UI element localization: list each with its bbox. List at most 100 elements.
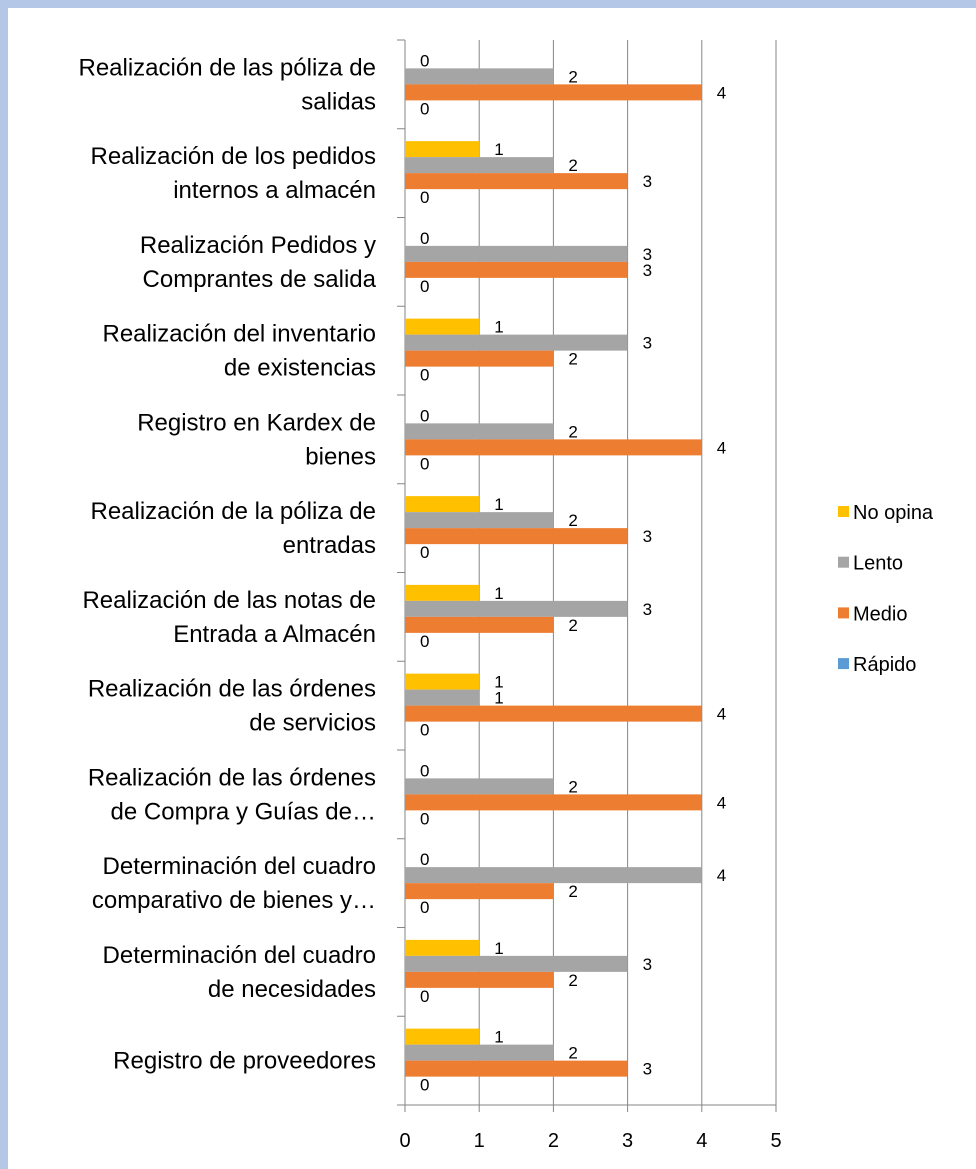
legend-label: Lento [853,553,903,575]
bar [405,600,628,617]
data-label: 3 [643,955,652,974]
category-line: comparativo de bienes y… [92,887,376,914]
data-label: 3 [643,245,652,264]
category-line: Realización de las órdenes [88,764,376,791]
bar [405,350,554,367]
data-label: 0 [420,406,429,425]
data-label: 1 [494,939,503,958]
data-label: 3 [643,172,652,191]
bar [405,794,702,811]
data-label: 4 [717,438,726,457]
bar [405,496,480,513]
data-label: 0 [420,543,429,562]
data-label: 4 [717,705,726,724]
data-label: 1 [494,673,503,692]
data-label: 1 [494,584,503,603]
data-label: 1 [494,1028,503,1047]
bar [405,689,480,706]
x-tick-label: 2 [548,1130,559,1152]
bar [405,334,628,351]
category-line: Realización del inventario [103,321,377,348]
legend-swatch [838,658,849,670]
category-line: Realización de la póliza de [90,498,376,525]
bar [405,705,702,722]
data-label: 1 [494,689,503,708]
bar [405,939,480,956]
category-line: Registro de proveedores [113,1048,376,1075]
category-line: internos a almacén [173,177,376,204]
x-tick-label: 4 [696,1130,707,1152]
data-label: 0 [420,454,429,473]
category-line: Determinación del cuadro [103,942,376,969]
legend-swatch [838,607,849,619]
bar [405,439,702,456]
category-line: de necesidades [208,976,376,1003]
data-label: 1 [494,495,503,514]
bar [405,173,628,190]
data-label: 2 [568,67,577,86]
category-line: de existencias [224,355,376,382]
bar [405,245,628,262]
bar [405,867,702,884]
bar [405,1044,554,1061]
bar [405,1060,628,1077]
category-label: Registro de proveedores [113,1048,376,1075]
category-label: Realización de los pedidos internos a alm… [90,143,376,204]
category-label: Realización de la póliza de entradas [90,498,376,559]
data-label: 0 [420,761,429,780]
bar [405,84,702,101]
bar [405,883,554,900]
data-label: 1 [494,140,503,159]
data-label: 0 [420,898,429,917]
data-label: 0 [420,632,429,651]
category-label: Realización Pedidos y Comprantes de salid… [140,232,377,293]
category-line: Realización Pedidos y [140,232,376,259]
category-label: Registro en Kardex de bienes [137,409,376,470]
category-line: de Compra y Guías de… [111,798,376,825]
legend-swatch [838,556,849,568]
category-label: Determinación del cuadro comparativo de b… [92,853,376,914]
data-label: 2 [568,616,577,635]
bar [405,673,480,690]
bar [405,778,554,795]
data-label: 3 [643,1060,652,1079]
legend-label: Rápido [853,654,916,676]
x-tick-label: 5 [770,1130,781,1152]
data-label: 2 [568,1044,577,1063]
data-label: 0 [420,809,429,828]
data-label: 0 [420,188,429,207]
data-label: 0 [420,277,429,296]
data-label: 0 [420,51,429,70]
bar [405,157,554,174]
bar [405,261,628,278]
bar [405,68,554,85]
bar [405,318,480,335]
data-label: 2 [568,156,577,175]
category-label: Determinación del cuadro de necesidades [103,942,376,1003]
data-label: 0 [420,987,429,1006]
category-line: Determinación del cuadro [103,853,376,880]
data-label: 2 [568,350,577,369]
category-line: Realización de las órdenes [88,676,376,703]
bar [405,528,628,545]
legend-swatch [838,506,849,517]
x-tick-label: 1 [474,1130,485,1152]
legend-label: Medio [853,603,907,625]
data-label: 2 [568,777,577,796]
bar [405,423,554,440]
category-label: Realización de las órdenes de servicios [88,676,376,737]
bar [405,955,628,972]
data-label: 1 [494,318,503,337]
bar [405,971,554,988]
data-label: 4 [717,866,726,885]
data-label: 3 [643,334,652,353]
data-label: 2 [568,511,577,530]
data-label: 2 [568,971,577,990]
category-label: Realización del inventario de existencias [103,321,377,382]
category-label: Realización de las póliza de salidas [78,54,376,115]
data-label: 0 [420,721,429,740]
data-label: 2 [568,882,577,901]
data-label: 3 [643,600,652,619]
category-label: Realización de las órdenes de Compra y Gu… [88,764,376,825]
